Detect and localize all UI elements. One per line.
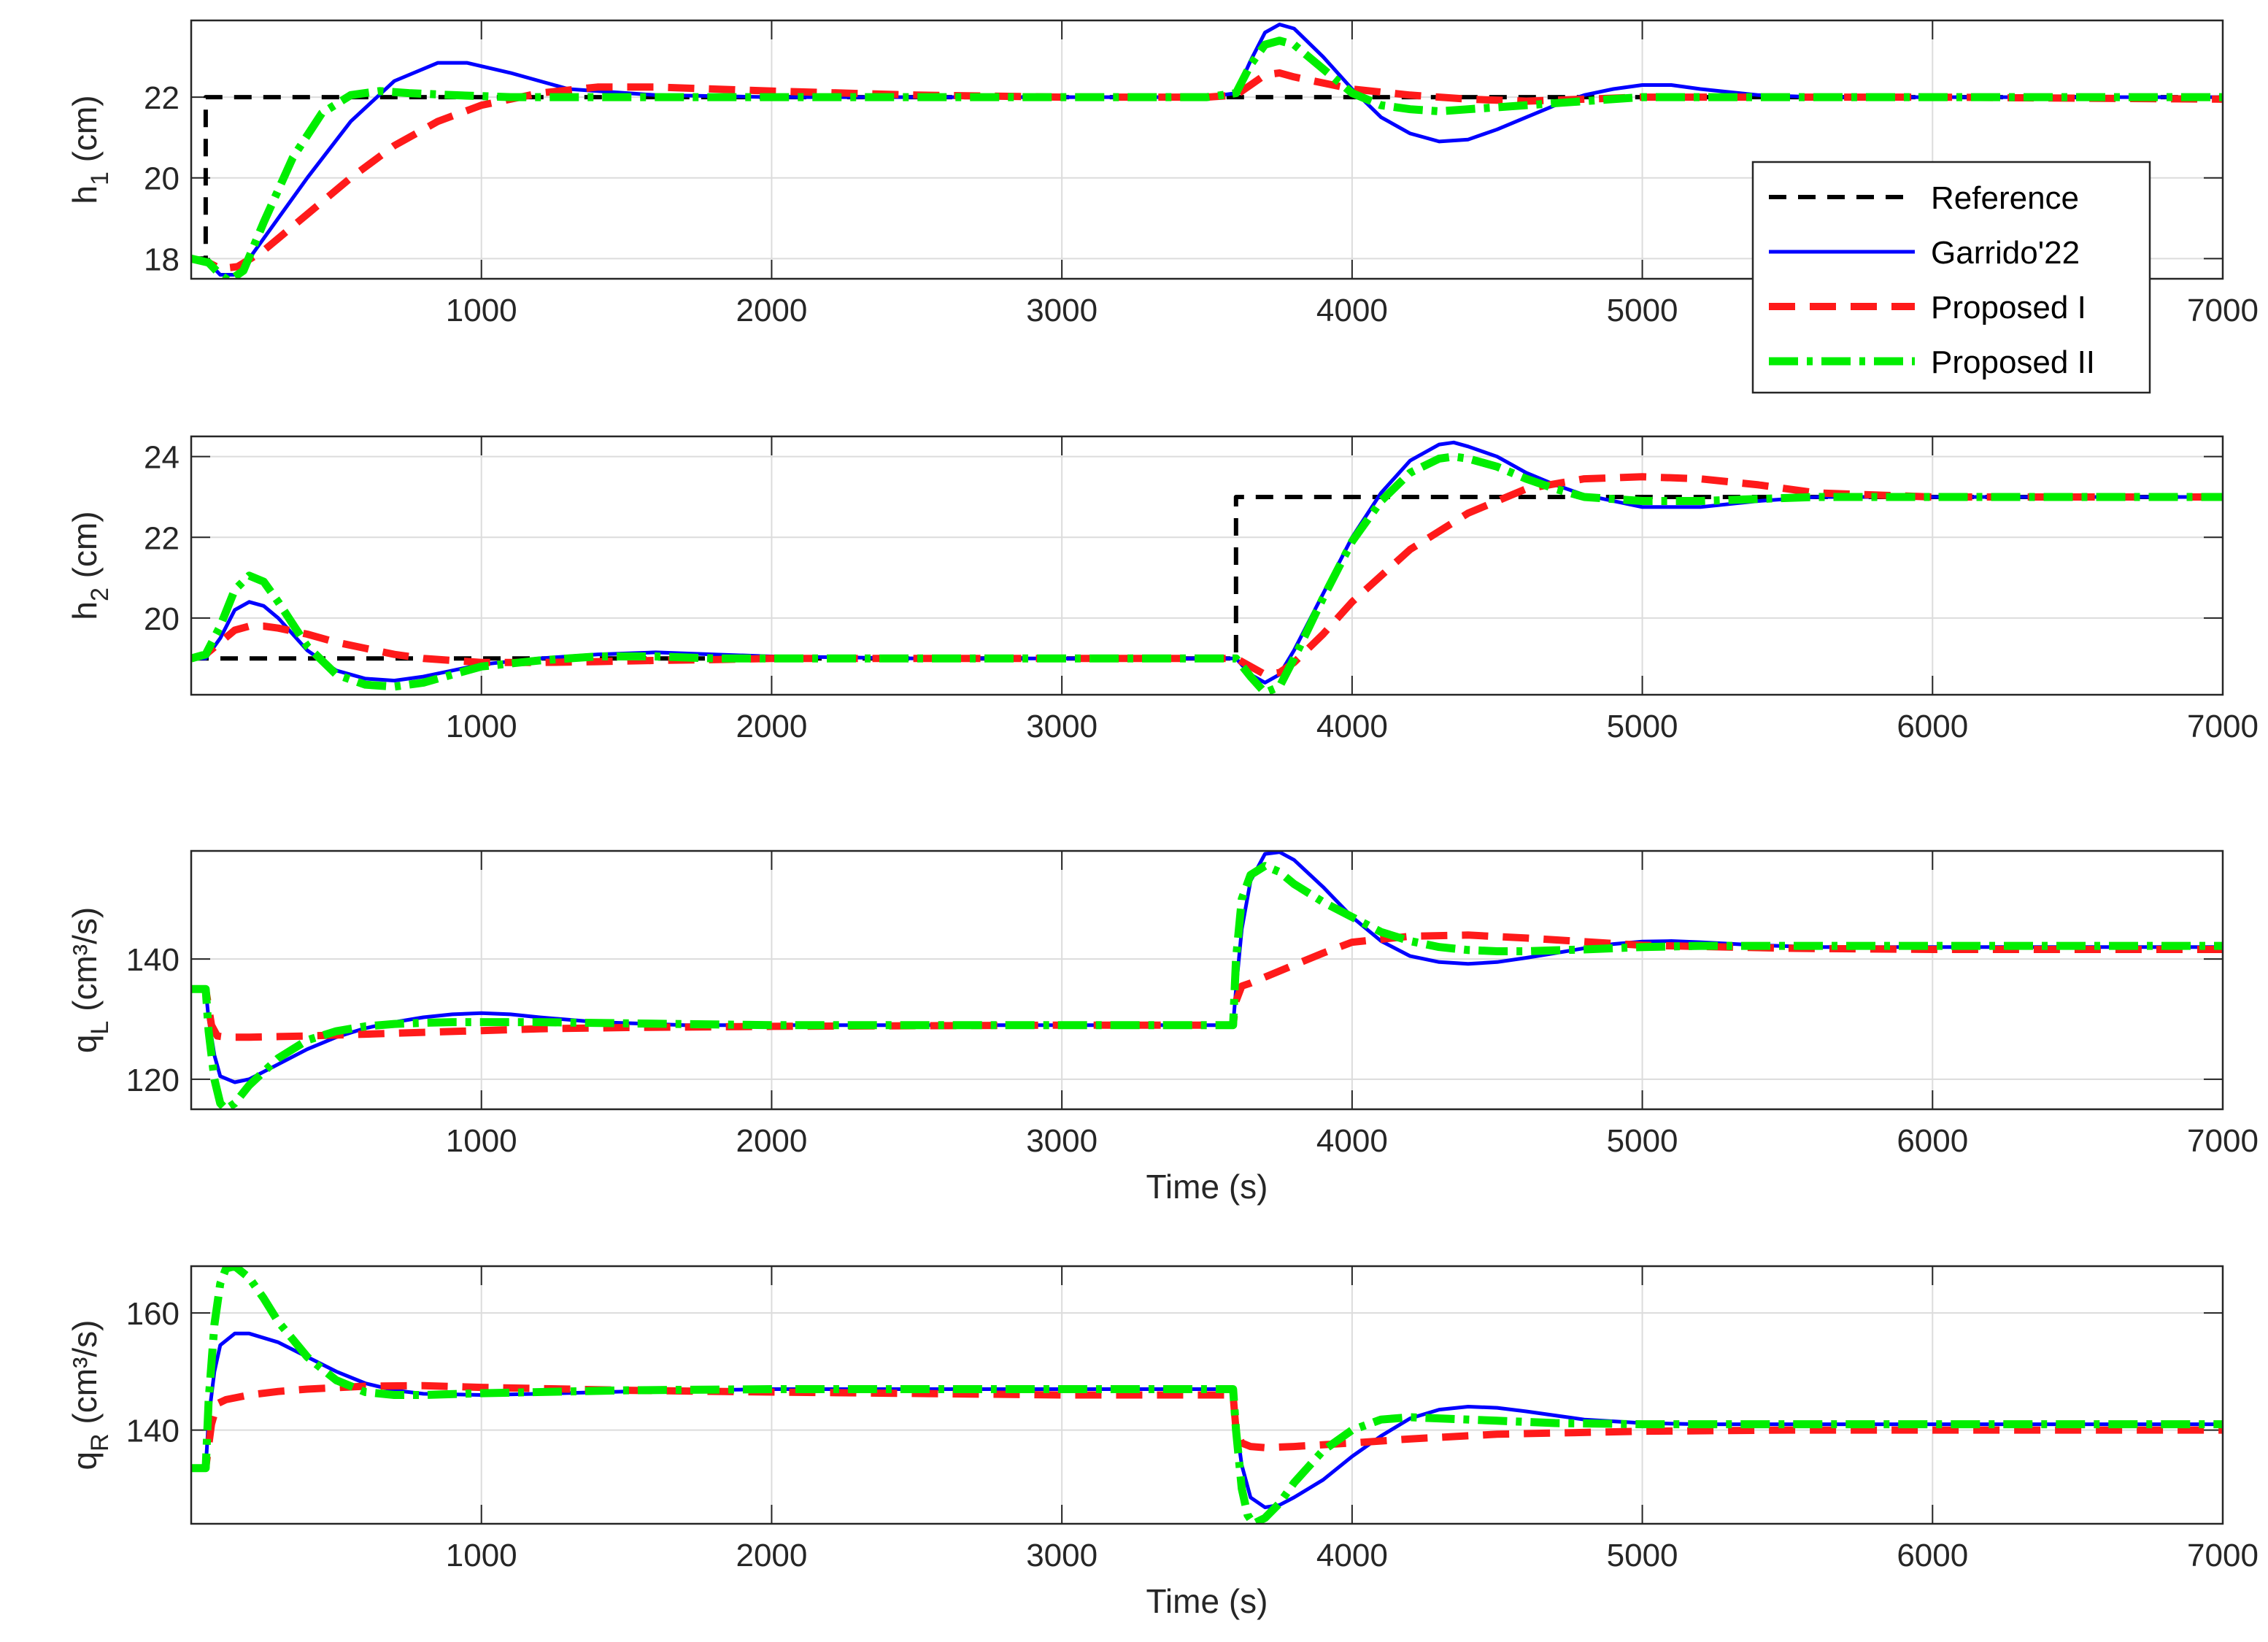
series-group-h2 <box>191 440 2223 695</box>
legend-label-garrido: Garrido'22 <box>1931 235 2080 271</box>
y-axis-label-qL: qL (cm³/s) <box>66 907 114 1053</box>
y-label-main: q <box>66 1035 104 1054</box>
y-label-main: q <box>66 1452 104 1471</box>
y-tick-label: 22 <box>144 80 180 116</box>
legend-label-proposed2: Proposed II <box>1931 344 2095 380</box>
axes-frame-qL <box>190 849 2224 1111</box>
y-label-main: h <box>66 601 104 620</box>
x-axis-label-qL: Time (s) <box>1146 1168 1268 1206</box>
x-tick-label: 3000 <box>1026 1538 1098 1573</box>
series-group-qL <box>191 851 2223 1109</box>
y-tick-label: 120 <box>126 1063 180 1098</box>
x-tick-label: 3000 <box>1026 709 1098 744</box>
series-group-h1 <box>191 23 2223 279</box>
y-axis-label-h1: h1 (cm) <box>66 95 114 204</box>
panel-h1: 1000200030004000500060007000182022h1 (cm… <box>66 19 2259 328</box>
series-line-proposed1-h2 <box>191 473 2223 679</box>
x-tick-label: 7000 <box>2187 1123 2259 1159</box>
y-tick-label: 20 <box>144 161 180 197</box>
panels: 1000200030004000500060007000182022h1 (cm… <box>66 19 2259 1620</box>
y-tick-label: 140 <box>126 1414 180 1449</box>
legend-label-reference: Reference <box>1931 180 2079 216</box>
x-tick-label: 6000 <box>1897 1538 1968 1573</box>
panel-qR: 1000 2000 3000 4000 5000 6000 7000 140 160 qR (cm… <box>66 1265 2259 1620</box>
x-tick-label: 1000 <box>446 1538 517 1573</box>
y-label-subscript: 2 <box>86 587 114 601</box>
legend-box <box>1751 161 2151 394</box>
y-label-unit: (cm³/s) <box>66 1320 104 1434</box>
x-tick-label: 6000 <box>1897 709 1968 744</box>
x-tick-label: 1000 <box>446 709 517 744</box>
axes-frame-h2 <box>190 435 2224 696</box>
y-tick-label: 22 <box>144 520 180 556</box>
x-axis-label-qR: Time (s) <box>1146 1582 1268 1620</box>
y-label-subscript: R <box>86 1433 114 1452</box>
x-tick-label: 7000 <box>2187 709 2259 744</box>
x-tick-label: 3000 <box>1026 1123 1098 1159</box>
y-tick-label: 20 <box>144 601 180 637</box>
x-tick-label: 6000 <box>1897 1123 1968 1159</box>
x-tick-label: 2000 <box>736 709 807 744</box>
y-tick-label: 160 <box>126 1296 180 1332</box>
x-tick-label: 2000 <box>736 1538 807 1573</box>
x-tick-label: 2000 <box>736 1123 807 1159</box>
panel-qL: 1000 2000 3000 4000 5000 6000 7000 120 140 qL (cm… <box>66 849 2259 1206</box>
x-tick-label: 5000 <box>1607 1123 1678 1159</box>
axes-frame-h1 <box>190 19 2224 280</box>
x-tick-label: 7000 <box>2187 1538 2259 1573</box>
x-tick-label: 5000 <box>1607 293 1678 328</box>
x-tick-label: 4000 <box>1316 1123 1388 1159</box>
y-label-unit: (cm) <box>66 511 104 587</box>
y-label-main: h <box>66 185 104 204</box>
x-tick-label: 5000 <box>1607 1538 1678 1573</box>
y-label-subscript: 1 <box>86 171 114 185</box>
x-tick-label: 1000 <box>446 1123 517 1159</box>
series-line-proposed2-qL <box>191 862 2223 1109</box>
plot-area-qL <box>191 851 2223 1109</box>
y-label-unit: (cm) <box>66 95 104 171</box>
series-line-proposed1-qR <box>191 1381 2223 1472</box>
x-tick-label: 5000 <box>1607 709 1678 744</box>
legend: Reference Garrido'22 Proposed I Proposed II <box>1751 161 2151 394</box>
y-axis-label-h2: h2 (cm) <box>66 511 114 620</box>
y-tick-label: 24 <box>144 440 180 476</box>
y-axis-label-qR: qR (cm³/s) <box>66 1320 114 1471</box>
y-label-subscript: L <box>86 1021 114 1035</box>
panel-h2: 1000 2000 3000 4000 5000 6000 7000 20 22 24 h2 (cm… <box>66 435 2259 744</box>
axes-frame-qR <box>190 1265 2224 1525</box>
y-label-unit: (cm³/s) <box>66 907 104 1021</box>
x-tick-label: 7000 <box>2187 293 2259 328</box>
x-tick-label: 4000 <box>1316 1538 1388 1573</box>
series-line-proposed1-qL <box>191 931 2223 1041</box>
series-line-proposed2-h2 <box>191 452 2223 695</box>
y-tick-label: 18 <box>144 242 180 277</box>
series-group-qR <box>191 1266 2223 1524</box>
x-tick-label: 4000 <box>1316 293 1388 328</box>
plot-area-h2 <box>191 436 2223 695</box>
x-tick-label: 4000 <box>1316 709 1388 744</box>
legend-label-proposed1: Proposed I <box>1931 290 2086 325</box>
x-tick-label: 3000 <box>1026 293 1098 328</box>
series-line-proposed2-h1 <box>191 36 2223 279</box>
x-tick-label: 2000 <box>736 293 807 328</box>
x-tick-label: 1000 <box>446 293 517 328</box>
series-line-proposed2-qR <box>191 1266 2223 1524</box>
y-tick-label: 140 <box>126 942 180 978</box>
